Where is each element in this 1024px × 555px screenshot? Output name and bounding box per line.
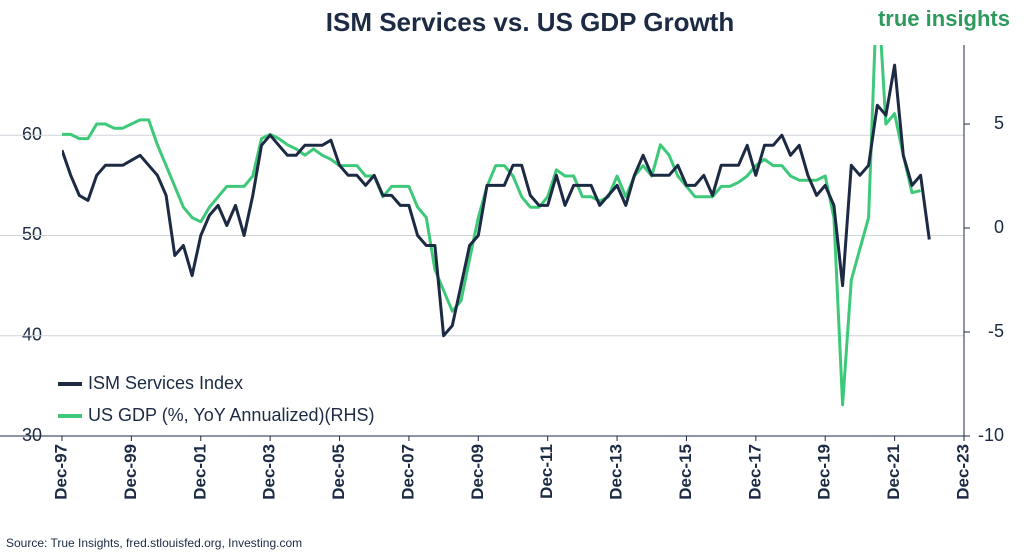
y-tick-label: 40: [22, 324, 42, 344]
series-line: [62, 63, 931, 338]
y-tick-label: 50: [22, 224, 42, 244]
x-tick-label: Dec-97: [51, 444, 70, 500]
x-tick-label: Dec-21: [884, 444, 903, 500]
x-tick-label: Dec-23: [953, 444, 972, 500]
y2-tick-label: -10: [978, 425, 1004, 445]
legend-label: ISM Services Index: [88, 373, 243, 393]
chart-title: ISM Services vs. US GDP Growth: [326, 7, 734, 37]
plot-area: [62, 45, 931, 407]
x-tick-label: Dec-19: [815, 444, 834, 500]
y2-tick-label: 0: [994, 217, 1004, 237]
series-line: [62, 45, 921, 407]
x-tick-label: Dec-05: [329, 444, 348, 500]
x-tick-label: Dec-13: [607, 444, 626, 500]
x-tick-label: Dec-01: [190, 444, 209, 500]
y-tick-label: 60: [22, 124, 42, 144]
y-tick-label: 30: [22, 425, 42, 445]
y2-tick-label: -5: [988, 321, 1004, 341]
x-tick-label: Dec-17: [745, 444, 764, 500]
y2-tick-label: 5: [994, 113, 1004, 133]
x-tick-label: Dec-03: [260, 444, 279, 500]
x-tick-label: Dec-09: [468, 444, 487, 500]
x-tick-label: Dec-99: [121, 444, 140, 500]
source-note: Source: True Insights, fred.stlouisfed.o…: [6, 536, 302, 550]
legend-label: US GDP (%, YoY Annualized)(RHS): [88, 405, 374, 425]
x-tick-label: Dec-15: [676, 444, 695, 500]
brand-logo: true insights: [878, 6, 1010, 31]
x-tick-label: Dec-07: [398, 444, 417, 500]
x-tick-label: Dec-11: [537, 444, 556, 499]
